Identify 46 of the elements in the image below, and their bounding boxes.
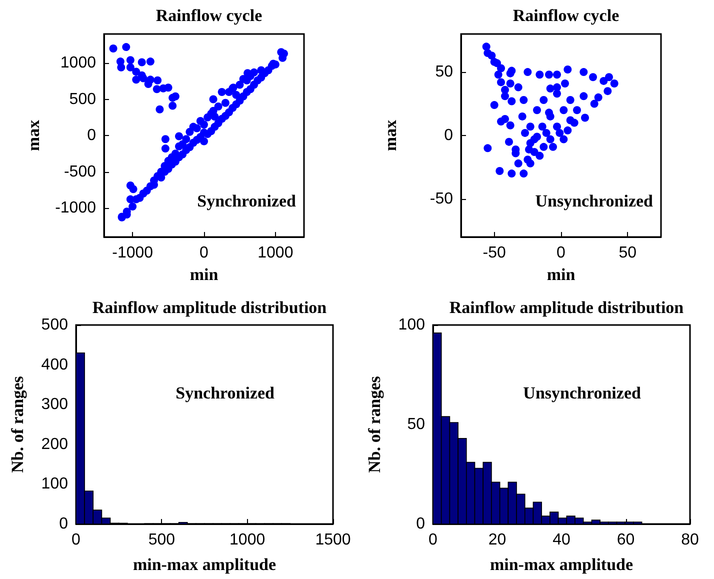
y-tick-label: 200 bbox=[41, 436, 68, 453]
y-tick-label: 0 bbox=[444, 127, 454, 144]
x-tick-label: 80 bbox=[681, 532, 699, 548]
x-tick-label: 500 bbox=[148, 532, 176, 548]
y-tick-label: 300 bbox=[41, 396, 68, 414]
x-tick-label: 1000 bbox=[230, 532, 266, 548]
x-tick-label: 1500 bbox=[315, 532, 351, 548]
x-tick-label: 50 bbox=[618, 244, 637, 262]
x-axis-title: min-max amplitude bbox=[490, 555, 634, 574]
x-tick-label: 0 bbox=[556, 244, 566, 262]
chart-title: Rainflow cycle bbox=[156, 6, 263, 25]
y-tick-label: -1000 bbox=[55, 200, 96, 216]
y-tick-label: 0 bbox=[87, 127, 96, 144]
y-tick-label: 50 bbox=[407, 416, 426, 433]
x-tick-label: -50 bbox=[482, 244, 506, 262]
y-tick-label: 0 bbox=[59, 516, 68, 532]
x-tick-label: 1000 bbox=[258, 244, 294, 262]
y-axis-title: Nb. of ranges bbox=[365, 376, 384, 473]
y-tick-label: 400 bbox=[41, 356, 68, 374]
chart-title: Rainflow amplitude distribution bbox=[92, 298, 328, 317]
x-tick-label: 20 bbox=[488, 532, 506, 548]
y-tick-label: 0 bbox=[416, 516, 426, 532]
x-tick-label: 60 bbox=[616, 532, 635, 548]
x-tick-label: -1000 bbox=[112, 244, 154, 262]
x-axis-title: min bbox=[546, 264, 576, 284]
y-axis-title: max bbox=[381, 119, 400, 152]
annotation: Unsynchronized bbox=[535, 191, 654, 210]
y-tick-label: 100 bbox=[41, 476, 68, 493]
y-tick-label: -500 bbox=[64, 163, 96, 180]
chart-title: Rainflow amplitude distribution bbox=[449, 298, 684, 317]
x-axis-title: min-max amplitude bbox=[132, 555, 276, 574]
y-axis-title: Nb. of ranges bbox=[8, 376, 27, 473]
y-tick-label: -50 bbox=[430, 190, 454, 208]
y-tick-label: 50 bbox=[435, 64, 454, 81]
y-axis-title: max bbox=[24, 119, 43, 152]
y-tick-label: 1000 bbox=[60, 54, 96, 72]
chart-title: Rainflow cycle bbox=[512, 6, 620, 25]
y-tick-label: 500 bbox=[69, 90, 96, 108]
x-axis-title: min bbox=[190, 264, 219, 284]
y-tick-label: 100 bbox=[398, 316, 426, 334]
annotation: Synchronized bbox=[176, 384, 276, 403]
y-tick-label: 500 bbox=[41, 316, 68, 334]
annotation: Synchronized bbox=[197, 191, 297, 210]
x-tick-label: 40 bbox=[552, 532, 570, 548]
x-tick-label: 0 bbox=[200, 244, 209, 262]
annotation: Unsynchronized bbox=[523, 384, 642, 403]
